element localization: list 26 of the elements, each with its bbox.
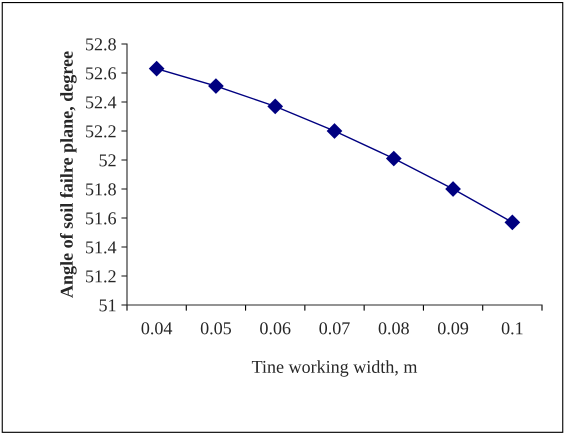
x-tick-label: 0.07 [319, 322, 350, 334]
y-tick-label: 51.2 [86, 270, 116, 283]
y-tick-label: 52.8 [86, 38, 116, 51]
y-tick-label: 52.2 [86, 125, 116, 138]
y-tick-label: 51 [100, 299, 116, 312]
point [326, 123, 342, 139]
x-tick-label: 0.04 [142, 322, 172, 334]
x-tick-label: 0.1 [502, 322, 523, 334]
x-tick-label: 0.08 [378, 322, 409, 334]
point [208, 78, 224, 94]
y-tick-label: 51.4 [86, 241, 116, 254]
y-axis-title: Angle of soil failre plane, degree [60, 51, 77, 298]
point [149, 61, 164, 76]
y-tick-label: 51.8 [86, 183, 116, 196]
x-axis-title: Tine working width, m [252, 360, 418, 377]
x-tick-label: 0.05 [200, 322, 232, 334]
x-tick-label: 0.09 [438, 322, 468, 334]
point [504, 214, 520, 230]
point [268, 98, 283, 114]
y-tick-label: 52 [100, 154, 116, 166]
point [446, 181, 461, 197]
y-tick-label: 52.4 [86, 96, 116, 109]
y-tick-label: 52.6 [86, 67, 116, 80]
y-tick-label: 51.6 [86, 212, 116, 225]
x-tick-label: 0.06 [260, 322, 290, 334]
point [386, 150, 402, 166]
